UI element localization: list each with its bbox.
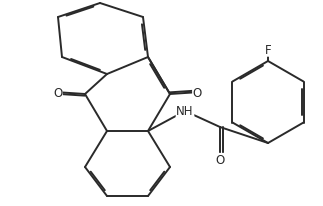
Text: O: O	[53, 86, 62, 99]
Text: O: O	[215, 154, 224, 167]
Text: O: O	[193, 86, 202, 99]
Text: NH: NH	[176, 105, 194, 118]
Text: F: F	[265, 44, 271, 57]
